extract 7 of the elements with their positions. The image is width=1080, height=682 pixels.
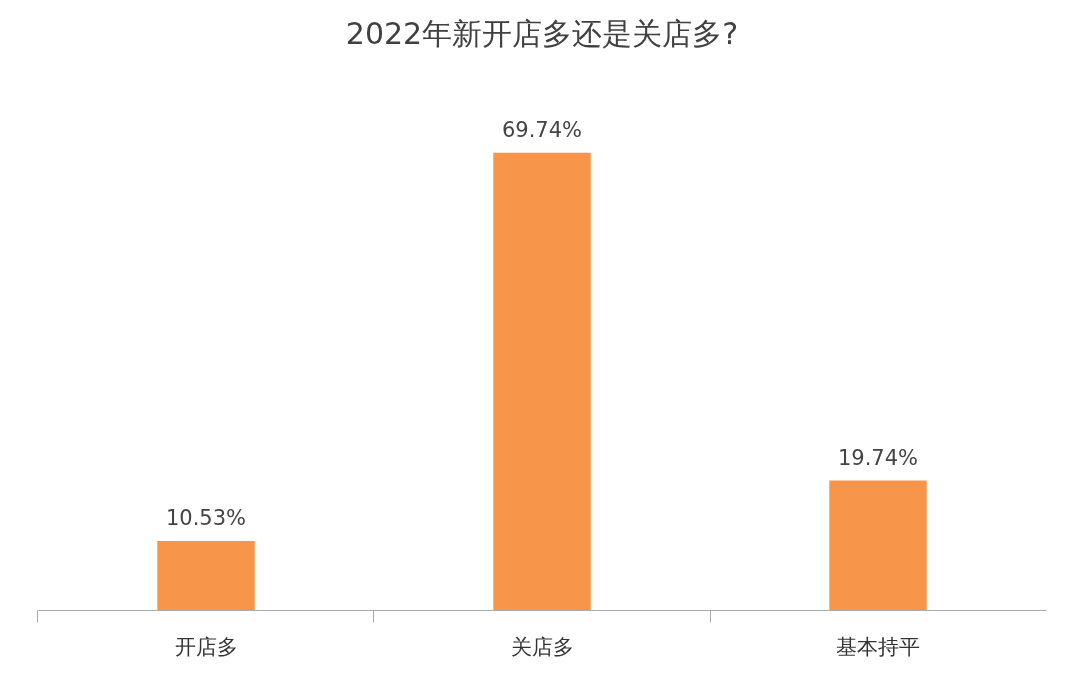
x-tick-label: 开店多 [174, 634, 238, 659]
x-tick-label: 关店多 [510, 634, 574, 659]
x-tick-label: 基本持平 [836, 634, 920, 659]
chart-title: 2022年新开店多还是关店多? [345, 15, 739, 51]
data-label: 10.53% [165, 505, 247, 530]
data-label: 19.74% [837, 445, 919, 470]
data-label: 69.74% [501, 117, 583, 142]
